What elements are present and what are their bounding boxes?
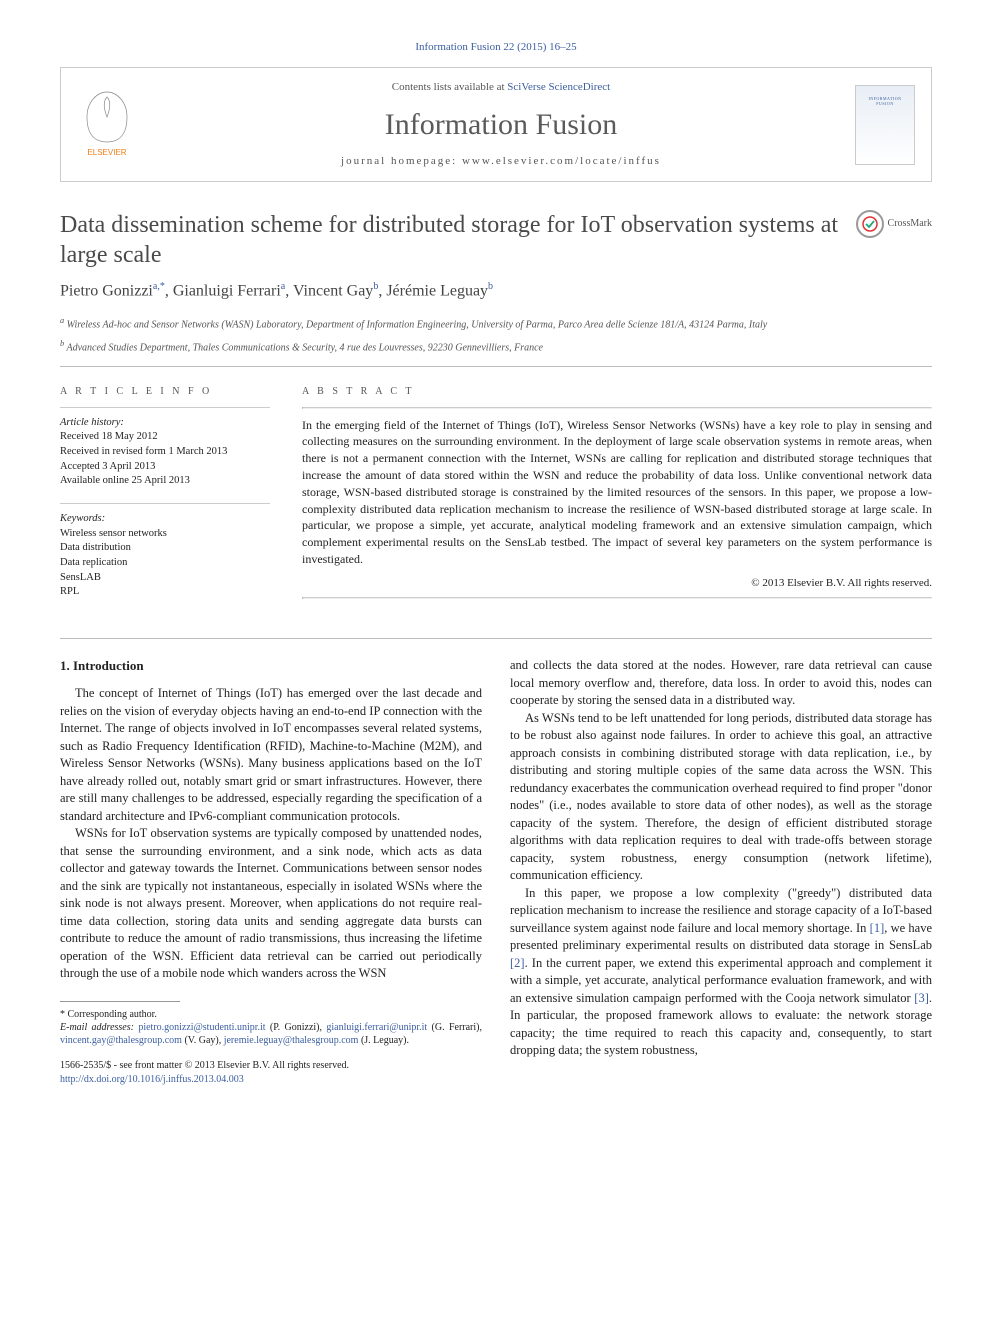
email-link[interactable]: pietro.gonizzi@studenti.unipr.it [138,1022,265,1033]
footer-issn-doi: 1566-2535/$ - see front matter © 2013 El… [60,1059,482,1087]
affiliation-a: a Wireless Ad-hoc and Sensor Networks (W… [60,315,932,332]
body-text: 1. Introduction The concept of Internet … [60,657,932,1087]
citation-ref[interactable]: [3] [914,991,929,1005]
email-link[interactable]: gianluigi.ferrari@unipr.it [326,1022,427,1033]
article-history: Article history: Received 18 May 2012 Re… [60,416,270,489]
sciencedirect-link[interactable]: SciVerse ScienceDirect [507,81,610,93]
citation-line: Information Fusion 22 (2015) 16–25 [60,40,932,55]
article-title: Data dissemination scheme for distribute… [60,210,844,270]
svg-text:ELSEVIER: ELSEVIER [87,148,126,157]
section-heading: 1. Introduction [60,657,482,675]
footnotes: * Corresponding author. E-mail addresses… [60,1008,482,1047]
abstract-copyright: © 2013 Elsevier B.V. All rights reserved… [302,576,932,591]
para: The concept of Internet of Things (IoT) … [60,685,482,825]
contents-line: Contents lists available at SciVerse Sci… [147,80,855,95]
para: In this paper, we propose a low complexi… [510,885,932,1060]
keywords-block: Keywords: Wireless sensor networks Data … [60,512,270,600]
citation-ref[interactable]: [1] [870,921,885,935]
para: WSNs for IoT observation systems are typ… [60,825,482,983]
email-addresses: E-mail addresses: pietro.gonizzi@student… [60,1021,482,1047]
para: and collects the data stored at the node… [510,657,932,710]
divider [60,366,932,367]
abstract-text: In the emerging field of the Internet of… [302,417,932,568]
corresponding-author: * Corresponding author. [60,1008,482,1021]
para: As WSNs tend to be left unattended for l… [510,710,932,885]
journal-header: ELSEVIER Contents lists available at Sci… [60,67,932,182]
crossmark-badge[interactable]: CrossMark [856,210,932,238]
citation-ref[interactable]: [2] [510,956,525,970]
email-link[interactable]: vincent.gay@thalesgroup.com [60,1035,182,1046]
abstract-column: a b s t r a c t In the emerging field of… [302,385,932,615]
article-info-column: a r t i c l e i n f o Article history: R… [60,385,270,615]
article-info-heading: a r t i c l e i n f o [60,385,270,399]
footnote-divider [60,1001,180,1002]
elsevier-logo: ELSEVIER [77,87,147,162]
journal-cover-thumb: INFORMATION FUSION [855,85,915,165]
homepage-line: journal homepage: www.elsevier.com/locat… [147,154,855,169]
authors-line: Pietro Gonizzia,*, Gianluigi Ferraria, V… [60,280,932,303]
email-link[interactable]: jeremie.leguay@thalesgroup.com [224,1035,359,1046]
abstract-heading: a b s t r a c t [302,385,932,399]
doi-link[interactable]: http://dx.doi.org/10.1016/j.inffus.2013.… [60,1074,244,1085]
affiliation-b: b Advanced Studies Department, Thales Co… [60,338,932,355]
journal-name: Information Fusion [147,104,855,146]
crossmark-icon [856,210,884,238]
homepage-url[interactable]: www.elsevier.com/locate/inffus [462,155,661,167]
divider [60,638,932,639]
